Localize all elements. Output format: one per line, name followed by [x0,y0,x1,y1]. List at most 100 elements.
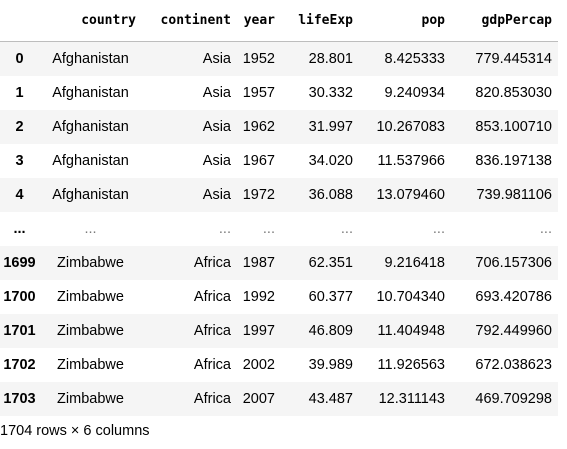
cell-continent: Africa [193,356,231,373]
table-row: 3 Afghanistan Asia 1967 34.020 11.537966 836.1… [0,143,558,178]
cell-country: Afghanistan [52,186,129,203]
cell-country: Afghanistan [52,152,129,169]
table-row: 4 Afghanistan Asia 1972 36.088 13.079460 739.9… [0,177,558,212]
cell-pop: 9.216418 [384,254,445,271]
row-index: 4 [15,186,24,203]
cell-country: Zimbabwe [57,254,124,271]
cell-pop: 11.404948 [377,322,445,339]
cell-year: 1967 [242,152,275,169]
column-header-pop: pop [359,0,451,42]
cell-pop: 9.240934 [384,84,445,101]
table-row: 0 Afghanistan Asia 1952 28.801 8.425333 779.44… [0,41,558,76]
cell-year: 2002 [242,356,275,373]
cell-gdppercap: 672.038623 [475,356,552,373]
cell-lifeexp: 43.487 [308,390,353,407]
cell-pop: 8.425333 [384,50,445,67]
cell-lifeexp: 39.989 [308,356,353,373]
cell-year: 1952 [242,50,275,67]
cell-country: Zimbabwe [57,390,124,407]
row-index: 1703 [3,390,36,407]
cell-year: 1987 [242,254,275,271]
cell-year: 1957 [242,84,275,101]
cell-continent: Asia [202,152,231,169]
cell-continent: Africa [193,322,231,339]
row-index: 0 [15,50,24,67]
dataframe-table: country continent year lifeExp pop gdpPe… [0,0,558,416]
column-header-continent: continent [142,0,237,42]
column-header-gdppercap: gdpPercap [451,0,558,42]
cell-lifeexp: ... [340,220,353,237]
cell-pop: 12.311143 [378,390,445,407]
cell-pop: 11.926563 [377,356,445,373]
cell-year: 1997 [242,322,275,339]
table-row: 1702 Zimbabwe Africa 2002 39.989 11.926563 672… [0,347,558,382]
cell-lifeexp: 62.351 [308,254,353,271]
index-header [0,0,45,42]
cell-year: ... [262,220,275,237]
cell-country: Afghanistan [52,118,129,135]
cell-year: 1972 [242,186,275,203]
dataframe-output: country continent year lifeExp pop gdpPe… [0,0,558,439]
cell-year: 1992 [242,288,275,305]
table-body: 0 Afghanistan Asia 1952 28.801 8.425333 779.44… [0,41,558,416]
cell-pop: 10.267083 [376,118,445,135]
cell-gdppercap: ... [539,220,552,237]
table-row: 1 Afghanistan Asia 1957 30.332 9.240934 820.85… [0,75,558,110]
cell-country: Zimbabwe [57,288,124,305]
cell-gdppercap: 820.853030 [475,84,552,101]
table-row: 1699 Zimbabwe Africa 1987 62.351 9.216418 706.… [0,245,558,280]
row-index: 1699 [3,254,36,271]
cell-gdppercap: 469.709298 [475,390,552,407]
cell-continent: Asia [202,50,231,67]
table-row: 1700 Zimbabwe Africa 1992 60.377 10.704340 693… [0,279,558,314]
cell-lifeexp: 31.997 [308,118,353,135]
cell-continent: Asia [202,84,231,101]
table-row: 1701 Zimbabwe Africa 1997 46.809 11.404948 792… [0,313,558,348]
cell-country: Afghanistan [52,50,129,67]
cell-gdppercap: 779.445314 [475,50,552,67]
cell-country: Afghanistan [52,84,129,101]
cell-continent: Africa [193,288,231,305]
cell-pop: 10.704340 [376,288,445,305]
column-header-country: country [45,0,142,42]
row-index: 1701 [3,322,36,339]
cell-country: Zimbabwe [57,356,124,373]
cell-lifeexp: 30.332 [308,84,353,101]
cell-gdppercap: 836.197138 [475,152,552,169]
cell-continent: Africa [193,390,231,407]
cell-lifeexp: 34.020 [308,152,353,169]
cell-pop: ... [432,220,445,237]
cell-gdppercap: 706.157306 [475,254,552,271]
cell-pop: 13.079460 [376,186,445,203]
row-index: 3 [15,152,24,169]
cell-gdppercap: 853.100710 [475,118,552,135]
cell-continent: Asia [202,118,231,135]
header-row: country continent year lifeExp pop gdpPe… [0,0,558,42]
cell-lifeexp: 46.809 [308,322,353,339]
table-row: 2 Afghanistan Asia 1962 31.997 10.267083 853.1… [0,109,558,144]
cell-lifeexp: 36.088 [308,186,353,203]
shape-caption: 1704 rows × 6 columns [0,423,150,439]
ellipsis-row: ..................... [0,211,558,246]
row-index: 1702 [3,356,36,373]
column-header-year: year [237,0,281,42]
cell-gdppercap: 739.981106 [476,186,552,203]
row-index: 1 [15,84,24,101]
row-index: 1700 [3,288,36,305]
cell-pop: 11.537966 [377,152,445,169]
cell-lifeexp: 60.377 [308,288,353,305]
cell-country: ... [84,220,97,237]
cell-lifeexp: 28.801 [308,50,353,67]
row-index: 2 [15,118,24,135]
cell-gdppercap: 693.420786 [475,288,552,305]
row-index: ... [13,220,26,237]
cell-continent: Africa [193,254,231,271]
cell-year: 1962 [242,118,275,135]
column-header-lifeexp: lifeExp [281,0,359,42]
cell-continent: Asia [202,186,231,203]
cell-year: 2007 [242,390,275,407]
cell-country: Zimbabwe [57,322,124,339]
cell-gdppercap: 792.449960 [475,322,552,339]
cell-continent: ... [218,220,231,237]
table-row: 1703 Zimbabwe Africa 2007 43.487 12.311143 469… [0,381,558,416]
